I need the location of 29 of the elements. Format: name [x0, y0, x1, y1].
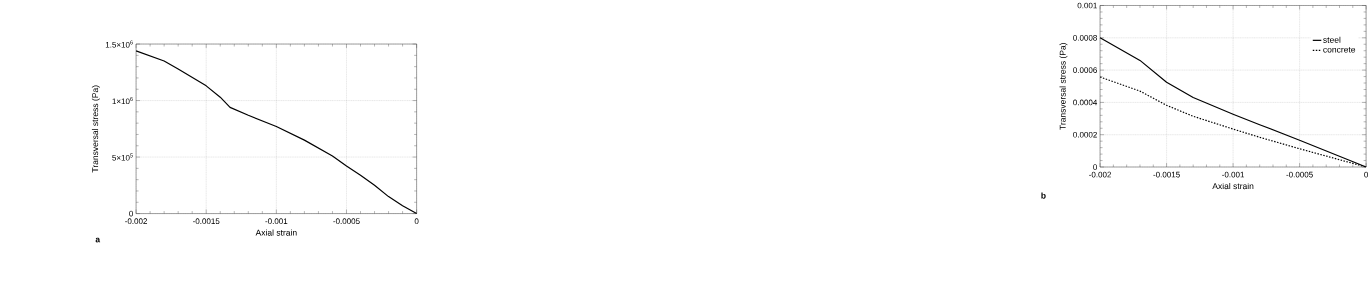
y-tick-label: 0 — [129, 210, 133, 217]
y-tick-label: 0.0006 — [1073, 67, 1097, 73]
y-tick-label: 5×10$^{5}$ — [112, 153, 133, 161]
y-tick-label: 0.0002 — [1073, 131, 1097, 138]
text: a — [95, 237, 101, 243]
x-tick-label: 0 — [1364, 171, 1369, 178]
y-axis-title: Transversal stress (Pa) — [1059, 42, 1068, 130]
x-tick-label: -0.0015 — [193, 218, 220, 224]
x-tick-label: 0 — [414, 218, 419, 224]
y-tick-label: 1×10$^{6}$ — [112, 96, 133, 105]
x-axis-title: Axial strain — [255, 229, 297, 236]
y-tick-label: 0.001 — [1077, 2, 1097, 9]
legend-label: steel — [1323, 36, 1341, 43]
y-tick-label: 1.5×10$^{6}$ — [105, 40, 133, 48]
x-tick-label: -0.001 — [265, 218, 288, 224]
x-tick-label: -0.0005 — [333, 218, 360, 224]
x-tick-label: -0.0005 — [1286, 171, 1313, 178]
legend-label: concrete — [1323, 46, 1356, 53]
x-tick-label: -0.002 — [125, 218, 148, 224]
y-tick-label: 0.0004 — [1073, 99, 1098, 106]
x-tick-label: -0.002 — [1089, 171, 1112, 178]
text: b — [1041, 192, 1046, 199]
x-tick-label: -0.0015 — [1153, 171, 1180, 178]
x-axis-title: Axial strain — [1212, 182, 1254, 190]
y-tick-label: 0.0008 — [1073, 34, 1097, 41]
y-axis-title: Transversal stress (Pa) — [91, 85, 100, 173]
line-series — [135, 50, 418, 215]
x-tick-label: -0.001 — [1222, 171, 1245, 178]
y-tick-label: 0 — [1093, 164, 1097, 170]
